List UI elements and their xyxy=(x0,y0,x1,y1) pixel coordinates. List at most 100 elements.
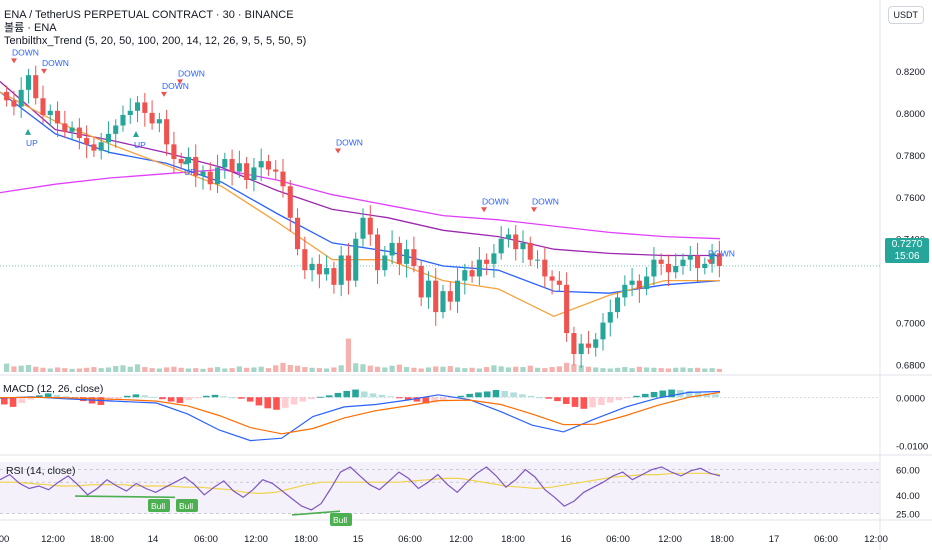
candle-body xyxy=(236,163,242,172)
time-tick-label: 12:00 xyxy=(41,534,65,545)
volume-bar xyxy=(84,367,90,372)
candle-body xyxy=(418,265,424,298)
bull-badge xyxy=(148,499,170,512)
candle-body xyxy=(513,234,519,250)
macd-histogram-bar xyxy=(703,393,711,398)
candle-body xyxy=(469,270,475,277)
macd-histogram-bar xyxy=(290,397,298,405)
candle-body xyxy=(338,255,344,285)
volume-bar xyxy=(709,368,715,372)
bull-badge-label: Bull xyxy=(333,515,347,525)
candle-body xyxy=(520,242,526,250)
volume-bar xyxy=(447,366,453,372)
candle-body xyxy=(585,343,591,348)
bull-badge xyxy=(330,513,352,526)
volume-bar xyxy=(585,366,592,372)
candle-body xyxy=(69,127,75,132)
chart-title: ENA / TetherUS PERPETUAL CONTRACT · 30 ·… xyxy=(4,9,294,21)
candle-body xyxy=(476,259,482,277)
macd-histogram-bar xyxy=(281,397,289,408)
macd-histogram-bar xyxy=(44,393,52,398)
volume-bar xyxy=(40,367,46,372)
candle-body xyxy=(309,263,315,271)
candle-body xyxy=(295,217,301,250)
volume-bar xyxy=(629,368,635,372)
volume-bar xyxy=(120,365,126,372)
macd-histogram-bar xyxy=(606,397,614,403)
volume-bar xyxy=(345,338,352,372)
macd-histogram-bar xyxy=(220,396,228,398)
signal-marker xyxy=(11,58,17,64)
candle-body xyxy=(433,280,439,313)
volume-bar xyxy=(411,367,417,372)
time-tick-label: 18:00 xyxy=(710,534,734,545)
candle-body xyxy=(127,110,133,115)
bull-badge xyxy=(176,499,198,512)
time-tick-label: 12:00 xyxy=(244,534,268,545)
volume-bar xyxy=(389,365,395,372)
macd-histogram-bar xyxy=(255,397,263,406)
rsi-legend: RSI (14, close) xyxy=(6,465,76,477)
signal-label: UP xyxy=(26,138,38,148)
macd-histogram-bar xyxy=(18,397,26,404)
rsi-ma-line xyxy=(0,472,721,495)
price-tick-label: 0.7800 xyxy=(896,151,925,162)
volume-bar xyxy=(491,365,497,372)
candle-body xyxy=(76,127,82,139)
signal-marker xyxy=(183,158,189,165)
volume-bar xyxy=(600,368,606,372)
macd-histogram-bar xyxy=(123,395,131,398)
macd-histogram-bar xyxy=(580,397,588,409)
candle-body xyxy=(171,144,177,160)
volume-bar xyxy=(214,367,221,372)
candle-body xyxy=(178,159,184,164)
volume-bar xyxy=(164,367,170,372)
macd-histogram-bar xyxy=(431,397,438,403)
volume-bar xyxy=(309,367,315,372)
candle-body xyxy=(222,159,228,168)
candle-body xyxy=(84,138,90,145)
bull-divergence-line xyxy=(291,510,341,516)
volume-bar xyxy=(527,365,533,372)
volume-bar xyxy=(149,368,155,372)
macd-histogram-bar xyxy=(641,393,649,398)
candle-body xyxy=(455,280,461,302)
volume-bar xyxy=(360,364,366,372)
candle-body xyxy=(367,217,373,235)
currency-button[interactable]: USDT xyxy=(887,6,924,24)
candle-body xyxy=(615,297,621,313)
macd-histogram-bar xyxy=(1,397,8,405)
rsi-tick-label: 40.00 xyxy=(896,491,920,502)
macd-histogram-bar xyxy=(185,397,192,401)
macd-histogram-bar xyxy=(115,397,122,400)
macd-signal-line xyxy=(0,391,721,435)
price-tick-label: 0.8200 xyxy=(896,67,925,78)
candle-body xyxy=(113,125,119,134)
volume-bar xyxy=(193,368,199,372)
candle-body xyxy=(665,263,671,273)
candle-body xyxy=(571,333,577,355)
candle-body xyxy=(120,115,126,126)
volume-bar xyxy=(622,367,628,372)
volume-bar xyxy=(280,362,286,372)
time-tick-label: 06:00 xyxy=(606,534,630,545)
signal-marker xyxy=(177,79,183,85)
volume-bar xyxy=(18,365,24,372)
candle-body xyxy=(542,259,548,277)
signal-marker xyxy=(531,207,537,213)
time-tick-label: 16 xyxy=(561,534,572,545)
volume-bar xyxy=(178,367,184,372)
volume-bar xyxy=(433,366,439,372)
volume-bar xyxy=(11,366,17,372)
candle-body xyxy=(135,102,141,111)
macd-histogram-bar xyxy=(448,397,456,399)
macd-histogram-bar xyxy=(589,397,596,408)
candle-body xyxy=(607,312,613,323)
macd-histogram-bar xyxy=(598,397,605,405)
macd-histogram-bar xyxy=(396,397,403,399)
candle-body xyxy=(316,263,322,275)
macd-histogram-bar xyxy=(562,397,570,404)
candle-body xyxy=(578,343,584,355)
candle-body xyxy=(629,280,635,285)
